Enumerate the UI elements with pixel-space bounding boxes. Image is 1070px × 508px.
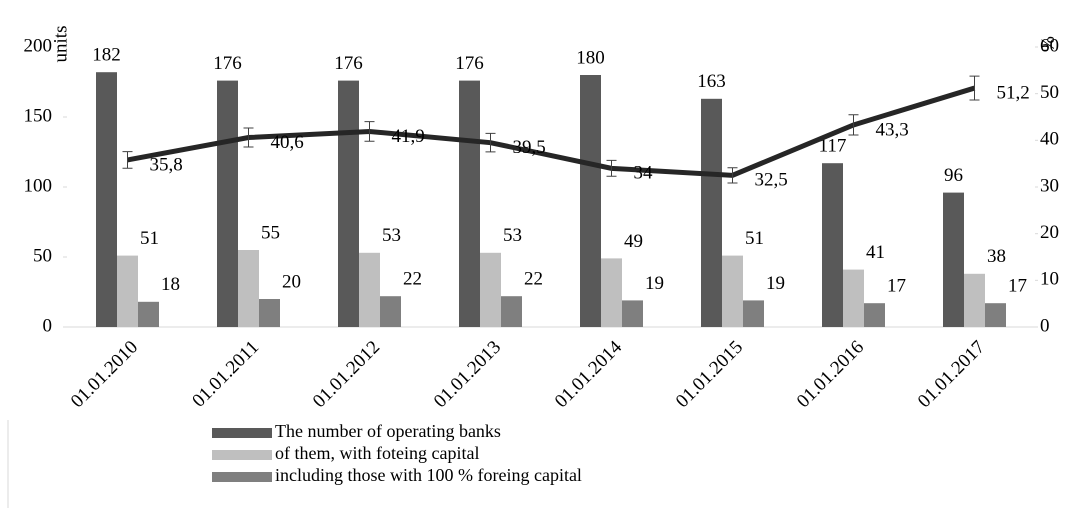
data-label: 182 [92, 45, 121, 66]
x-tick-label: 01.01.2013 [430, 337, 505, 412]
x-tick-label: 01.01.2011 [188, 337, 263, 412]
data-label: 34 [634, 163, 654, 184]
bar [217, 80, 238, 327]
y-tick-label: 150 [24, 105, 53, 126]
data-label: 17 [1008, 276, 1027, 297]
data-label: 19 [766, 273, 785, 294]
data-label: 32,5 [755, 170, 788, 191]
error-bar [606, 159, 617, 177]
data-label: 49 [624, 231, 643, 252]
data-label: 176 [334, 53, 363, 74]
data-label: 40,6 [271, 132, 304, 153]
bar [943, 192, 964, 327]
bar [501, 296, 522, 327]
x-tick-label: 01.01.2017 [914, 337, 989, 412]
y2-tick-label: 50 [1040, 82, 1059, 103]
data-label: 17 [887, 276, 906, 297]
error-bar [364, 121, 375, 142]
data-label: 163 [697, 71, 726, 92]
bar [338, 80, 359, 327]
bar [138, 301, 159, 327]
error-bar [122, 151, 133, 169]
x-tick-label: 01.01.2016 [793, 337, 868, 412]
data-label: 51 [745, 228, 764, 249]
data-label: 39,5 [513, 137, 546, 158]
y2-tick-label: 60 [1040, 35, 1059, 56]
x-tick-label: 01.01.2014 [551, 336, 627, 412]
line [127, 85, 976, 178]
data-label: 55 [261, 222, 280, 243]
y-axis-label: units [50, 26, 71, 63]
x-tick-label: 01.01.2015 [672, 337, 747, 412]
bar [238, 250, 259, 327]
legend-label: of them, with foteing capital [275, 443, 479, 463]
bar [985, 303, 1006, 327]
y2-tick-label: 20 [1040, 222, 1059, 243]
y2-tick-label: 40 [1040, 129, 1059, 150]
data-label: 176 [455, 53, 484, 74]
error-bar [485, 132, 496, 153]
data-label: 96 [944, 165, 963, 186]
data-label: 53 [503, 225, 522, 246]
data-label: 117 [819, 136, 847, 157]
bar [480, 252, 501, 327]
data-label: 43,3 [876, 119, 909, 140]
bar [459, 80, 480, 327]
legend-label: including those with 100 % foreing capit… [275, 465, 582, 485]
bar [822, 163, 843, 327]
legend-swatch [212, 450, 272, 460]
data-label: 19 [645, 273, 664, 294]
y2-axis-label: % [1037, 36, 1058, 52]
bar [601, 258, 622, 327]
legend-swatch [212, 428, 272, 438]
y2-tick-label: 0 [1040, 315, 1050, 336]
bar [259, 299, 280, 327]
error-bar [848, 114, 859, 136]
y2-tick-label: 10 [1040, 269, 1059, 290]
data-label: 22 [524, 269, 543, 290]
data-label: 51 [140, 228, 159, 249]
bar [380, 296, 401, 327]
bar [743, 300, 764, 327]
data-label: 20 [282, 271, 301, 292]
x-tick-label: 01.01.2012 [309, 337, 384, 412]
y-tick-label: 200 [24, 35, 53, 56]
x-tick-label: 01.01.2010 [67, 337, 142, 412]
data-label: 176 [213, 53, 242, 74]
legend-label: The number of operating banks [275, 421, 501, 441]
y-tick-label: 50 [33, 245, 52, 266]
data-label: 41 [866, 242, 885, 263]
error-bar [727, 167, 738, 184]
legend-swatch [212, 472, 272, 482]
bar [96, 72, 117, 327]
y2-tick-label: 30 [1040, 175, 1059, 196]
bar [580, 75, 601, 327]
data-label: 22 [403, 269, 422, 290]
bar [117, 255, 138, 327]
bar [864, 303, 885, 327]
y-tick-label: 100 [24, 175, 53, 196]
bar [722, 255, 743, 327]
error-bar [969, 75, 980, 101]
bar [843, 269, 864, 327]
error-bar [243, 127, 254, 148]
data-label: 35,8 [150, 154, 183, 175]
data-label: 38 [987, 246, 1006, 267]
data-label: 51,2 [997, 82, 1030, 103]
bar [964, 273, 985, 327]
data-label: 41,9 [392, 126, 425, 147]
data-label: 53 [382, 225, 401, 246]
bar [701, 98, 722, 327]
data-label: 180 [576, 47, 605, 68]
bar [622, 300, 643, 327]
bar [359, 252, 380, 327]
y-tick-label: 0 [43, 315, 53, 336]
data-label: 18 [161, 274, 180, 295]
